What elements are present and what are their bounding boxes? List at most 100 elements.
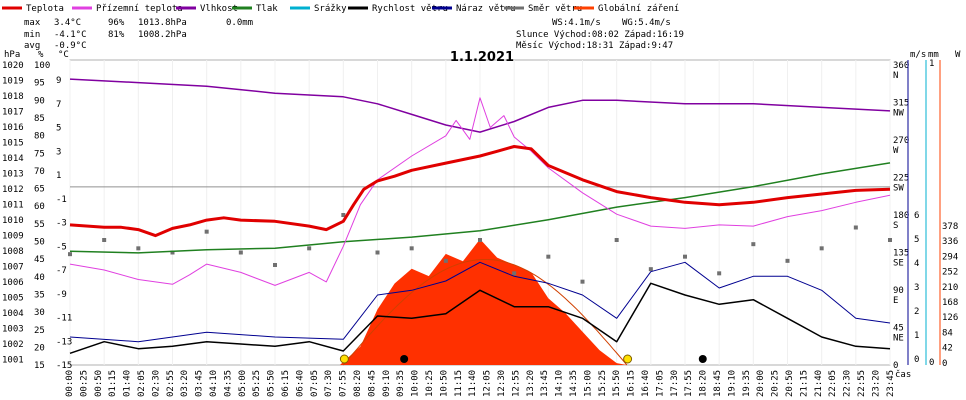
- wind-direction-dot: [341, 213, 346, 217]
- stat-max-hum: 96%: [108, 18, 125, 28]
- legend-label: Rychlost větru: [372, 4, 448, 14]
- degc-tick: -13: [56, 337, 72, 347]
- x-tick-label: 11:40: [468, 370, 478, 397]
- stat-avg-temp: -0.9°C: [54, 41, 87, 51]
- x-tick-label: 12:30: [497, 370, 507, 397]
- dir-tick: 270: [893, 136, 909, 146]
- wind-direction-dot: [546, 254, 551, 259]
- wind-direction-dot: [683, 254, 687, 259]
- stats-block: max 3.4°C 96% 1013.8hPa 0.0mm min -4.1°C…: [24, 18, 253, 51]
- dir-label: SE: [893, 259, 904, 269]
- hpa-tick: 1015: [2, 139, 24, 149]
- w-tick: 42: [942, 344, 953, 354]
- wind-direction-dot: [478, 238, 482, 242]
- hpa-tick: 1012: [2, 185, 24, 195]
- degc-tick: 3: [56, 147, 61, 157]
- degc-tick: -9: [56, 290, 67, 300]
- degc-tick: -5: [56, 242, 67, 252]
- pct-tick: 65: [34, 185, 45, 195]
- pct-tick: 55: [34, 220, 45, 230]
- ms-tick: 3: [914, 283, 919, 293]
- x-tick-label: 08:20: [353, 370, 363, 397]
- x-tick-label: 02:30: [151, 370, 161, 397]
- wind-direction-dot: [751, 242, 756, 247]
- stat-min-temp: -4.1°C: [54, 30, 87, 40]
- hpa-tick: 1009: [2, 232, 24, 242]
- ms-tick: 2: [914, 307, 919, 317]
- dir-tick: 45: [893, 324, 904, 334]
- x-axis-label: čas: [895, 369, 911, 380]
- hpa-tick: 1003: [2, 325, 24, 335]
- x-tick-label: 10:00: [411, 370, 421, 397]
- x-tick-label: 07:30: [324, 370, 334, 397]
- dir-label: S: [893, 221, 898, 231]
- stat-max-press: 1013.8hPa: [138, 18, 187, 28]
- ms-tick: 1: [914, 331, 919, 341]
- w-tick: 336: [942, 237, 958, 247]
- wind-direction-dot: [204, 229, 209, 234]
- x-tick-label: 22:30: [843, 370, 853, 397]
- degc-tick: 1: [56, 171, 61, 181]
- unit-pct: %: [38, 50, 44, 60]
- pct-tick: 30: [34, 308, 45, 318]
- x-tick-label: 00:25: [79, 370, 89, 397]
- wind-direction-dot: [648, 267, 653, 272]
- degc-tick: -1: [56, 195, 67, 205]
- x-tick-label: 21:40: [814, 370, 824, 397]
- x-tick-label: 09:35: [396, 370, 406, 397]
- x-tick-label: 22:55: [857, 370, 867, 397]
- x-tick-label: 15:50: [612, 370, 622, 397]
- wind-direction-dot: [853, 225, 858, 230]
- x-tick-label: 04:10: [209, 370, 219, 397]
- grid: [69, 60, 891, 365]
- wind-direction-dot: [136, 246, 141, 251]
- hpa-tick: 1002: [2, 340, 24, 350]
- x-tick-label: 19:10: [727, 370, 737, 397]
- pct-tick: 75: [34, 149, 45, 159]
- dir-tick: 90: [893, 286, 904, 296]
- x-tick-label: 14:10: [555, 370, 565, 397]
- dir-label: NW: [893, 109, 904, 119]
- x-tick-label: 05:00: [238, 370, 248, 397]
- pct-tick: 35: [34, 290, 45, 300]
- x-tick-label: 10:25: [425, 370, 435, 397]
- ms-tick: 4: [914, 259, 919, 269]
- hpa-tick: 1013: [2, 170, 24, 180]
- wind-direction-dot: [170, 250, 175, 255]
- wind-direction-dot: [717, 271, 722, 276]
- wind-direction-dot: [238, 250, 243, 255]
- info-ws: WS:4.1m/s: [552, 18, 601, 28]
- wind-direction-dot: [68, 252, 72, 257]
- unit-hpa: hPa: [4, 50, 20, 60]
- wind-direction-dot: [273, 263, 277, 267]
- legend-label: Globální záření: [598, 4, 679, 14]
- x-tick-label: 22:05: [828, 370, 838, 397]
- degc-tick: 5: [56, 124, 61, 134]
- x-tick-label: 03:45: [195, 370, 205, 397]
- wind-direction-dot: [580, 279, 585, 284]
- hpa-tick: 1004: [2, 309, 24, 319]
- info-block: WS:4.1m/s WG:5.4m/s Slunce Východ:08:02 …: [516, 18, 684, 51]
- ms-tick: 0: [914, 355, 919, 365]
- legend-label: Náraz větru: [456, 4, 516, 14]
- x-tick-label: 12:05: [483, 370, 493, 397]
- w-tick: 0: [942, 359, 947, 369]
- x-tick-label: 00:00: [65, 370, 75, 397]
- unit-ms: m/s: [910, 50, 926, 60]
- x-tick-label: 04:35: [223, 370, 233, 397]
- x-tick-label: 07:55: [339, 370, 349, 397]
- x-tick-label: 16:40: [641, 370, 651, 397]
- hpa-tick: 1017: [2, 108, 24, 118]
- degc-tick: 7: [56, 100, 61, 110]
- hpa-tick: 1001: [2, 356, 24, 366]
- x-tick-label: 20:50: [785, 370, 795, 397]
- mm-tick: 0: [929, 358, 934, 368]
- series-radiation: [339, 239, 627, 365]
- stat-min-press: 1008.2hPa: [138, 30, 187, 40]
- dir-tick: 360: [893, 61, 909, 71]
- x-tick-label: 05:50: [267, 370, 277, 397]
- x-tick-label: 01:15: [108, 370, 118, 397]
- x-tick-label: 17:30: [670, 370, 680, 397]
- sunrise-marker: [339, 354, 349, 364]
- wind-direction-dot: [307, 246, 312, 251]
